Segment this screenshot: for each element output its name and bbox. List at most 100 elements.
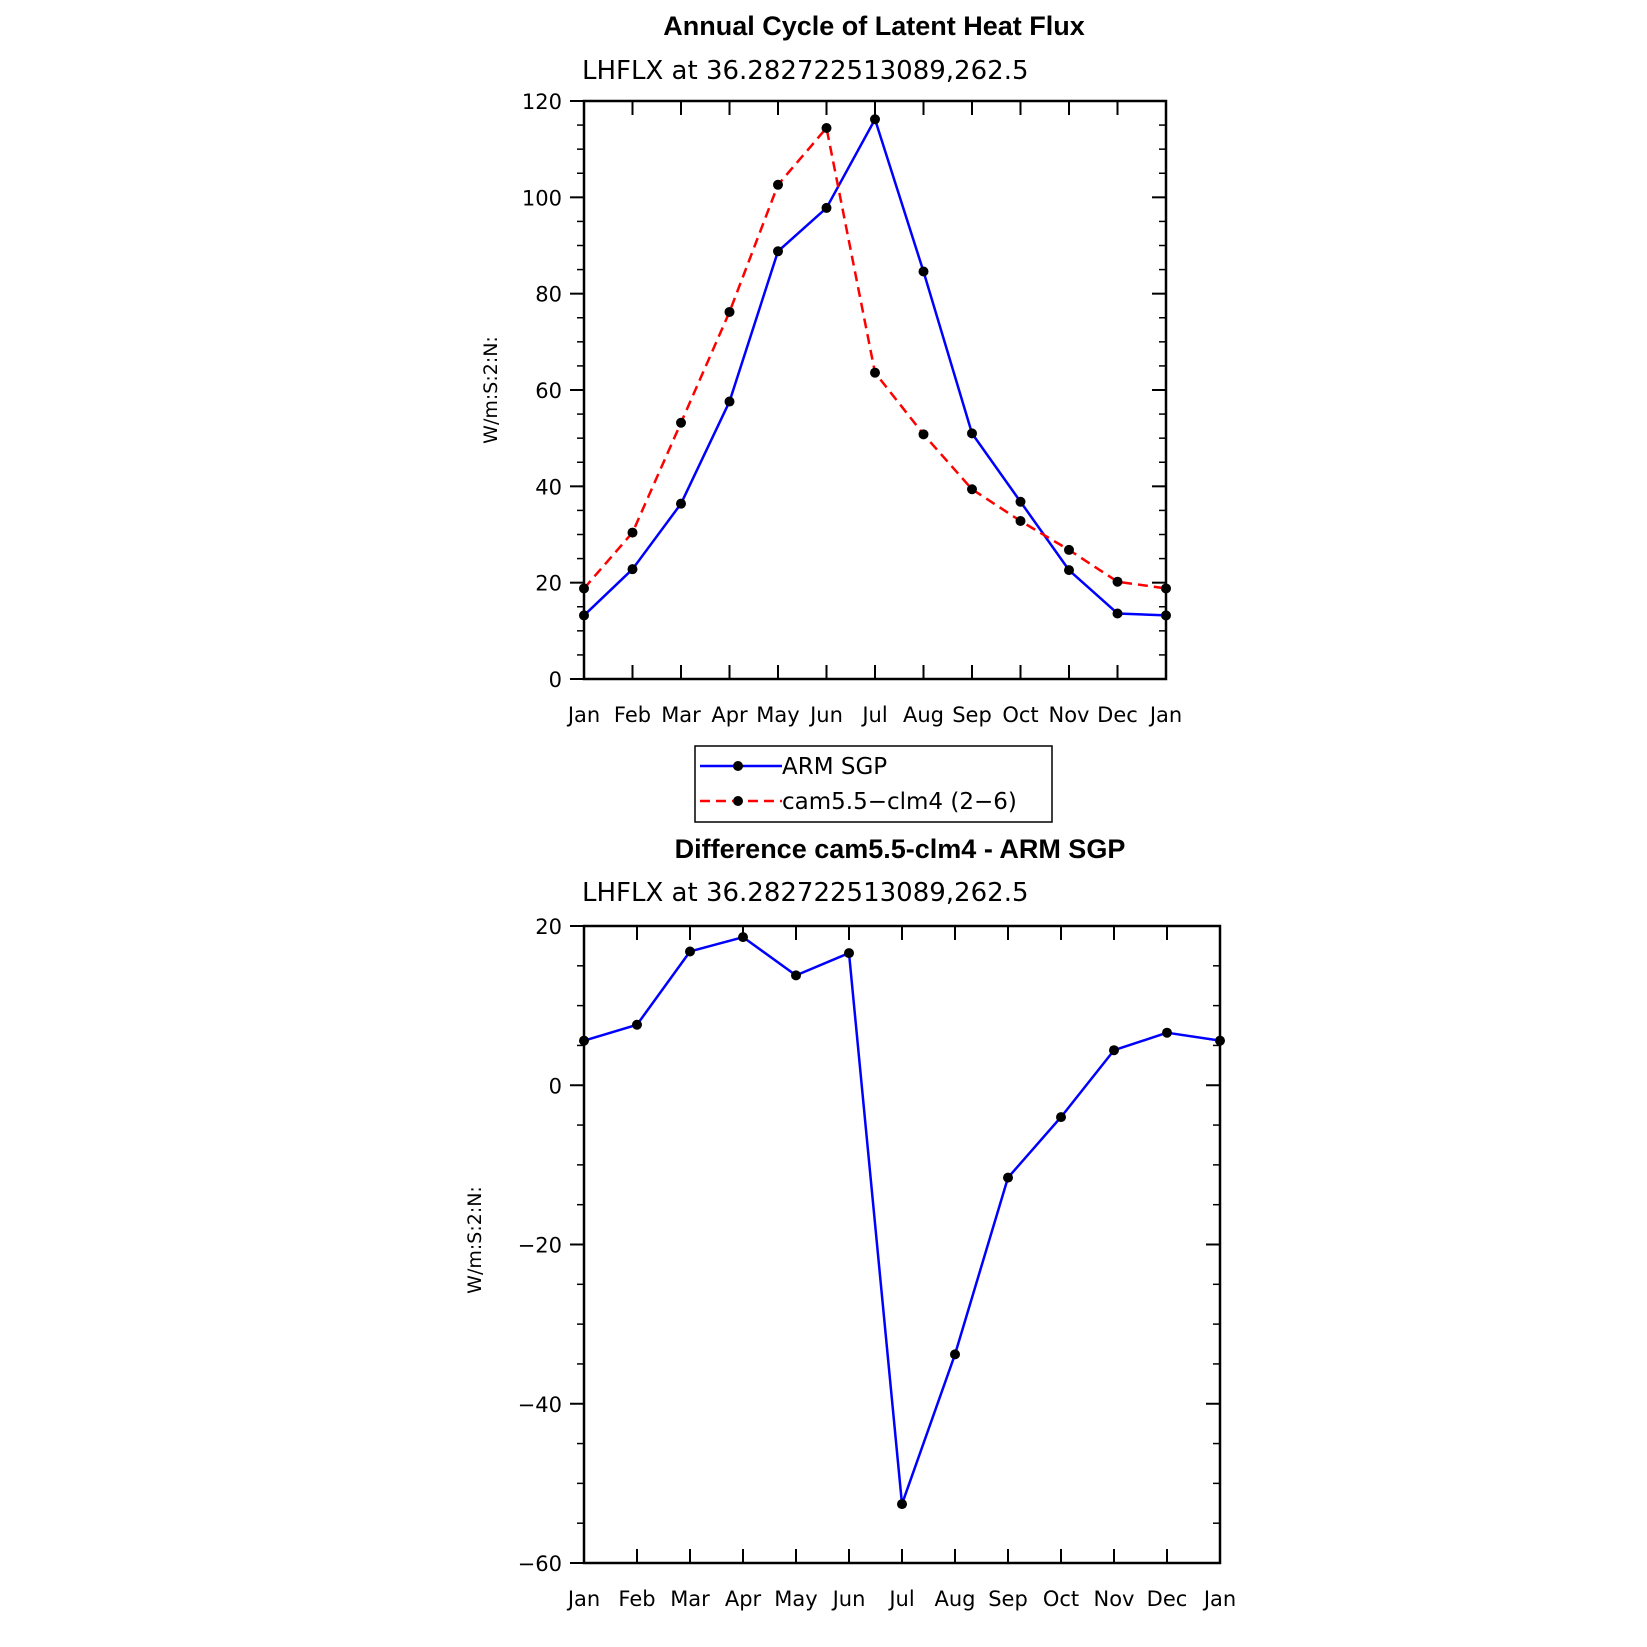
y-tick-label: −20 [518, 1234, 562, 1258]
data-point [1003, 1172, 1013, 1183]
y-tick-label: −40 [518, 1393, 562, 1417]
data-point [773, 179, 783, 190]
y-tick-label: 20 [535, 915, 562, 939]
data-point [870, 114, 880, 125]
data-point [738, 932, 748, 943]
x-tick-label: Mar [670, 1587, 710, 1611]
data-point [844, 948, 854, 959]
x-tick-label: Jan [1148, 703, 1182, 727]
axis-ticks [570, 100, 1167, 680]
legend-entry-arm-sgp: ARM SGP [700, 754, 887, 780]
series-line-0 [583, 935, 1221, 1506]
x-tick-label: May [756, 703, 799, 727]
data-point [950, 1349, 960, 1360]
x-tick-label: Jun [831, 1587, 866, 1611]
data-point [1015, 496, 1026, 507]
data-point [791, 970, 801, 981]
y-axis-label: W/m:S:2:N: [464, 1186, 486, 1294]
x-tick-label: Jan [566, 703, 600, 727]
legend-marker-cam55 [733, 796, 743, 806]
data-point [1109, 1045, 1119, 1056]
chart-difference: Difference cam5.5-clm4 - ARM SGP LHFLX a… [464, 834, 1236, 1611]
data-point [676, 498, 686, 509]
data-point [773, 246, 783, 257]
x-tick-label: Jul [887, 1587, 914, 1611]
x-tick-label: Jun [808, 703, 843, 727]
legend-label-cam55: cam5.5−clm4 (2−6) [782, 789, 1017, 815]
data-point [918, 266, 929, 277]
data-point [870, 367, 880, 378]
x-tick-label: Feb [614, 703, 651, 727]
data-point [1056, 1112, 1066, 1123]
x-tick-label: Jan [1202, 1587, 1236, 1611]
plot-frame [582, 924, 1222, 1565]
y-tick-label: 0 [549, 1074, 562, 1098]
x-tick-label: Oct [1002, 703, 1038, 727]
y-tick-labels: 0 20 40 60 80 100 120 [522, 90, 562, 692]
data-point [897, 1499, 907, 1510]
data-point [685, 946, 695, 957]
x-tick-labels: Jan Feb Mar Apr May Jun Jul Aug Sep Oct Nov Dec Jan [566, 1587, 1236, 1611]
x-tick-label: Oct [1043, 1587, 1079, 1611]
x-tick-label: Nov [1094, 1587, 1135, 1611]
y-tick-label: 60 [535, 379, 562, 403]
series-line-1 [583, 126, 1167, 590]
legend-label-arm-sgp: ARM SGP [782, 754, 887, 780]
chart-title: Annual Cycle of Latent Heat Flux [663, 11, 1085, 41]
data-point [821, 202, 832, 213]
data-point [676, 417, 686, 428]
x-tick-label: Jan [566, 1587, 600, 1611]
y-tick-label: −60 [518, 1552, 562, 1576]
axis-ticks [570, 925, 1221, 1564]
data-point [1015, 516, 1026, 527]
legend-entry-cam55: cam5.5−clm4 (2−6) [700, 789, 1017, 815]
data-point [724, 306, 735, 317]
x-tick-label: Aug [934, 1587, 975, 1611]
x-tick-label: Apr [725, 1587, 762, 1611]
series-layer [579, 114, 1171, 621]
x-tick-label: Apr [711, 703, 748, 727]
data-point [1064, 544, 1074, 555]
legend: ARM SGP cam5.5−clm4 (2−6) [694, 745, 1053, 823]
y-tick-label: 120 [522, 90, 562, 114]
data-point [1112, 576, 1123, 587]
x-tick-label: Sep [988, 1587, 1028, 1611]
x-tick-label: Mar [661, 703, 701, 727]
data-point [1162, 1027, 1172, 1038]
y-tick-labels: −60 −40 −20 0 20 [518, 915, 562, 1576]
plot-frame [582, 99, 1168, 681]
legend-marker-arm-sgp [733, 761, 743, 771]
y-tick-label: 40 [535, 475, 562, 499]
x-tick-label: Nov [1049, 703, 1090, 727]
chart-subtitle: LHFLX at 36.282722513089,262.5 [582, 878, 1029, 908]
y-tick-label: 0 [549, 668, 562, 692]
chart-subtitle: LHFLX at 36.282722513089,262.5 [582, 56, 1029, 86]
y-tick-label: 20 [535, 572, 562, 596]
x-tick-label: Dec [1147, 1587, 1188, 1611]
data-point [967, 428, 977, 439]
x-tick-label: Sep [952, 703, 992, 727]
x-tick-label: Feb [618, 1587, 655, 1611]
x-tick-label: May [774, 1587, 817, 1611]
chart-title: Difference cam5.5-clm4 - ARM SGP [675, 834, 1126, 864]
data-point [627, 527, 638, 538]
x-tick-label: Jul [860, 703, 887, 727]
data-point [1112, 608, 1123, 619]
data-point [918, 429, 929, 440]
series-layer [579, 932, 1225, 1510]
data-point [632, 1019, 642, 1030]
x-tick-label: Aug [903, 703, 944, 727]
data-point [724, 396, 735, 407]
y-axis-label: W/m:S:2:N: [480, 336, 502, 444]
data-point [967, 484, 977, 495]
data-point [1064, 565, 1074, 576]
data-point [821, 122, 832, 133]
legend-box [694, 745, 1053, 823]
x-tick-labels: Jan Feb Mar Apr May Jun Jul Aug Sep Oct Nov Dec Jan [566, 703, 1182, 727]
data-point [627, 564, 638, 575]
y-tick-label: 80 [535, 283, 562, 307]
x-tick-label: Dec [1097, 703, 1138, 727]
y-tick-label: 100 [522, 186, 562, 210]
chart-annual-cycle: Annual Cycle of Latent Heat Flux LHFLX a… [480, 11, 1182, 727]
